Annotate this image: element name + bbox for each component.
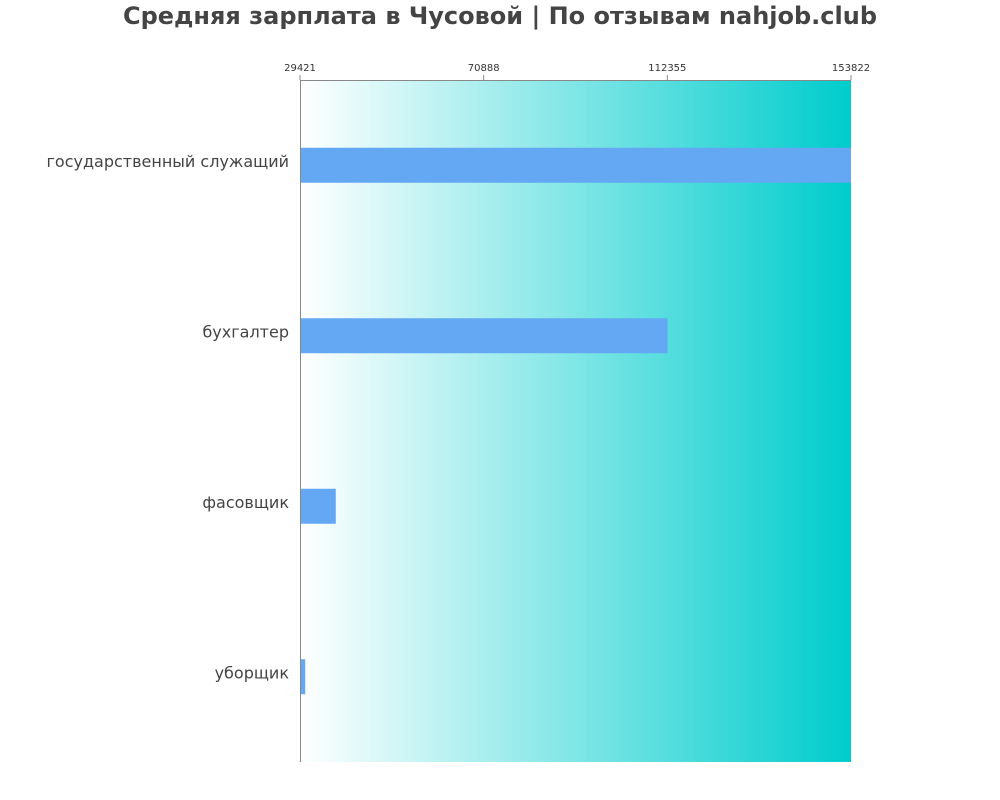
bar [300,318,668,354]
bar [300,659,306,695]
x-tick-label: 29421 [284,63,316,74]
category-label: государственный служащий [47,152,290,171]
plot-background [300,80,851,762]
x-tick-label: 112355 [648,63,686,74]
x-tick-label: 70888 [468,63,500,74]
bar [300,488,336,524]
x-tick-label: 153822 [832,63,870,74]
bar [300,147,851,183]
category-label: бухгалтер [202,322,289,341]
category-label: уборщик [215,663,290,682]
category-label: фасовщик [202,493,289,512]
chart-title: Средняя зарплата в Чусовой | По отзывам … [122,2,878,30]
